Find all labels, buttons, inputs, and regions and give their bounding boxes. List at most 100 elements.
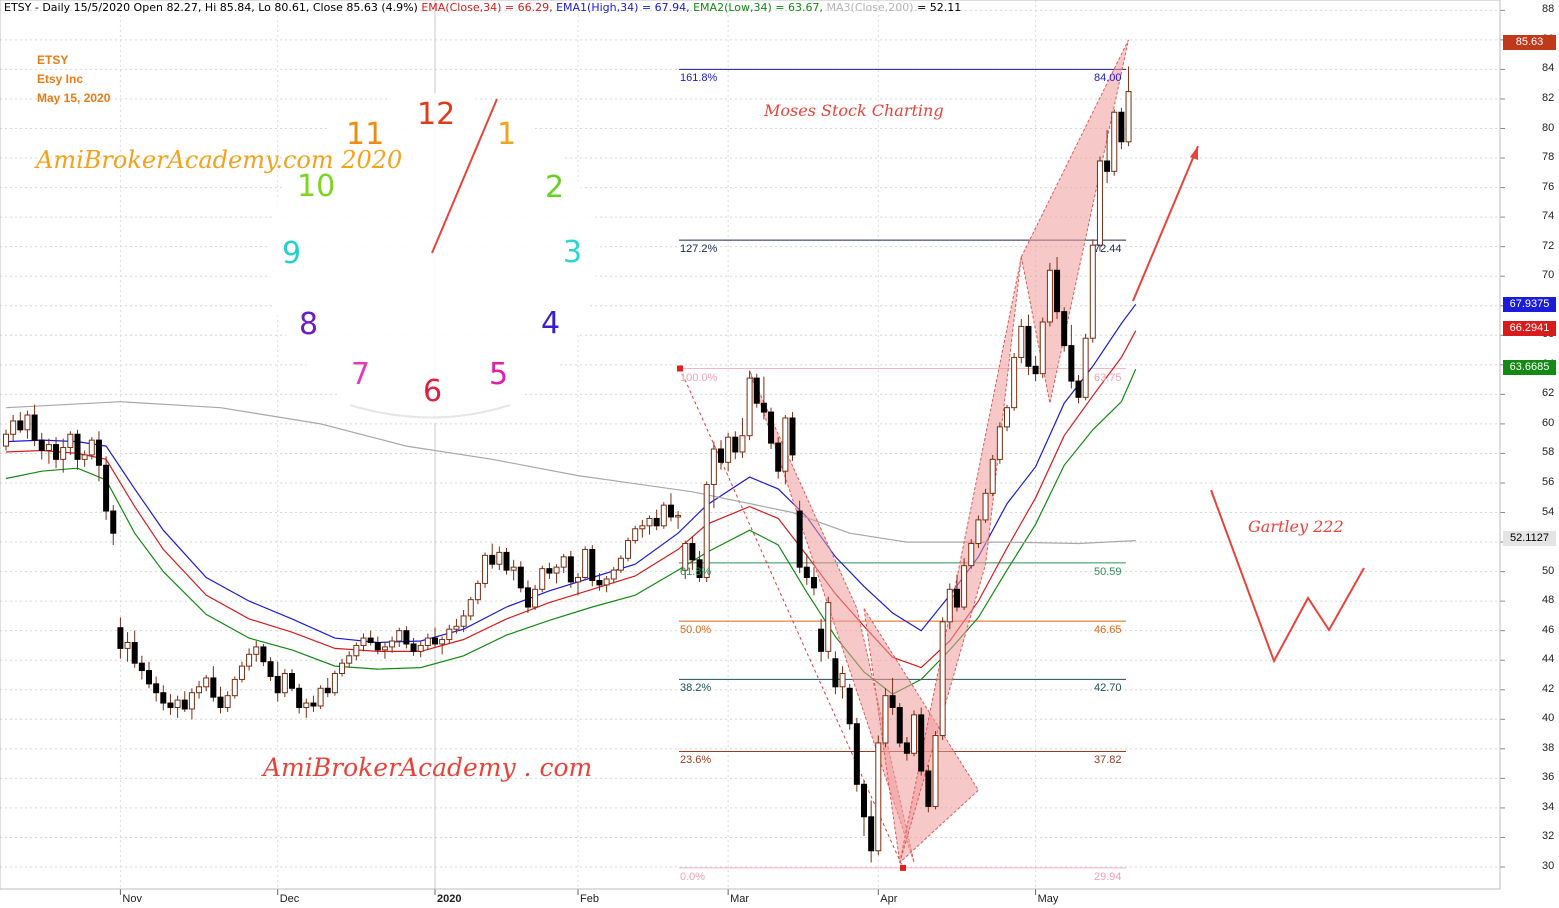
candle-body <box>710 448 717 485</box>
y-tick-label: 46 <box>1542 623 1555 636</box>
candle-body <box>517 566 524 589</box>
watermark-bottom: AmiBrokerAcademy . com <box>263 753 593 782</box>
candle-body <box>789 417 796 456</box>
fib-anchor-start <box>677 365 683 372</box>
candle-body <box>460 615 467 627</box>
candle-body <box>689 543 696 561</box>
pattern-triangle <box>749 370 915 863</box>
candle-body <box>467 599 474 617</box>
x-tick-label: 2020 <box>437 893 462 905</box>
candle-body <box>846 687 853 725</box>
tag-ema2: 63.6685 <box>1503 360 1556 375</box>
x-tick-label: May <box>1037 893 1059 905</box>
trend-arrow-head <box>1190 146 1198 160</box>
candle-body <box>825 602 832 652</box>
info-date: May 15, 2020 <box>37 91 111 105</box>
fib-value-label: 50.59 <box>1094 565 1122 578</box>
candle-body <box>982 492 989 521</box>
candle-body <box>760 402 767 413</box>
candle-body <box>946 588 953 623</box>
clock-number-9: 9 <box>282 236 302 271</box>
candle-body <box>589 548 596 581</box>
candle-body <box>231 678 238 697</box>
candle-body <box>153 683 160 694</box>
candle-body <box>696 559 703 579</box>
candle-body <box>417 644 424 652</box>
candle-body <box>482 554 489 584</box>
fib-anchor-end <box>900 864 906 871</box>
candle-body <box>503 551 510 571</box>
candle-body <box>110 510 117 534</box>
y-tick-label: 70 <box>1542 269 1555 282</box>
candle-body <box>38 439 45 451</box>
candle-body <box>818 628 825 652</box>
candle-body <box>474 582 481 601</box>
candle-body <box>768 411 775 444</box>
fib-anchor-line <box>679 368 904 869</box>
candle-body <box>739 435 746 453</box>
candle-body <box>289 673 295 689</box>
candle-body <box>632 528 639 542</box>
fib-value-label: 84.00 <box>1094 72 1122 85</box>
tag-ma3: 52.1127 <box>1503 531 1556 546</box>
candle-body <box>675 514 682 518</box>
candle-body <box>953 588 960 608</box>
candle-body <box>839 673 846 688</box>
candle-body <box>1082 337 1089 398</box>
clock-number-8: 8 <box>299 307 319 342</box>
candle-body <box>1039 321 1046 375</box>
fib-pct-label: 38.2% <box>680 682 712 695</box>
candle-body <box>682 543 689 571</box>
candle-body <box>932 735 939 807</box>
header-ema: EMA(Close,34) = 66.29, <box>421 1 553 14</box>
y-tick-label: 32 <box>1542 830 1555 843</box>
candle-body <box>346 655 353 664</box>
candle-body <box>911 714 918 754</box>
candle-body <box>560 556 567 568</box>
candle-body <box>281 673 288 694</box>
fib-value-label: 37.82 <box>1094 754 1122 767</box>
candle-body <box>496 551 503 565</box>
candle-body <box>396 630 403 642</box>
candle-body <box>267 661 274 677</box>
moving-averages <box>5 303 1137 695</box>
candle-body <box>510 566 517 571</box>
y-tick-label: 30 <box>1542 860 1555 872</box>
info-name: Etsy Inc <box>37 72 84 86</box>
candle-body <box>374 641 381 651</box>
candle-body <box>532 588 539 608</box>
candle-body <box>317 687 324 707</box>
candle-body <box>660 504 667 527</box>
candle-body <box>1032 365 1039 375</box>
candle-body <box>1054 269 1061 313</box>
candle-body <box>1011 356 1018 409</box>
candle-body <box>224 695 231 708</box>
candle-body <box>875 742 882 852</box>
candle-body <box>1061 311 1068 347</box>
fib-pct-label: 161.8% <box>680 72 718 85</box>
header-ma3-value: = 52.11 <box>917 1 962 14</box>
y-tick-label: 38 <box>1542 741 1555 754</box>
y-tick-label: 50 <box>1542 564 1555 577</box>
fib-value-label: 72.44 <box>1094 243 1122 256</box>
candle-body <box>582 548 589 579</box>
y-tick-label: 48 <box>1542 594 1555 607</box>
moses-label: Moses Stock Charting <box>764 101 944 120</box>
candle-body <box>567 556 574 583</box>
candle-body <box>1004 407 1010 428</box>
candle-body <box>1125 91 1132 143</box>
candle-body <box>17 420 24 431</box>
candle-body <box>1111 111 1118 172</box>
candle-body <box>238 665 245 680</box>
candle-body <box>217 696 224 708</box>
y-tick-label: 44 <box>1542 653 1555 666</box>
candle-body <box>274 675 281 694</box>
candle-body <box>896 706 903 744</box>
y-tick-label: 82 <box>1542 91 1555 104</box>
candle-body <box>639 525 646 530</box>
fib-value-label: 29.94 <box>1094 870 1122 883</box>
candle-body <box>625 540 632 559</box>
candle-body <box>746 377 753 437</box>
clock-number-7: 7 <box>351 357 371 392</box>
clock-number-11: 11 <box>346 117 385 152</box>
